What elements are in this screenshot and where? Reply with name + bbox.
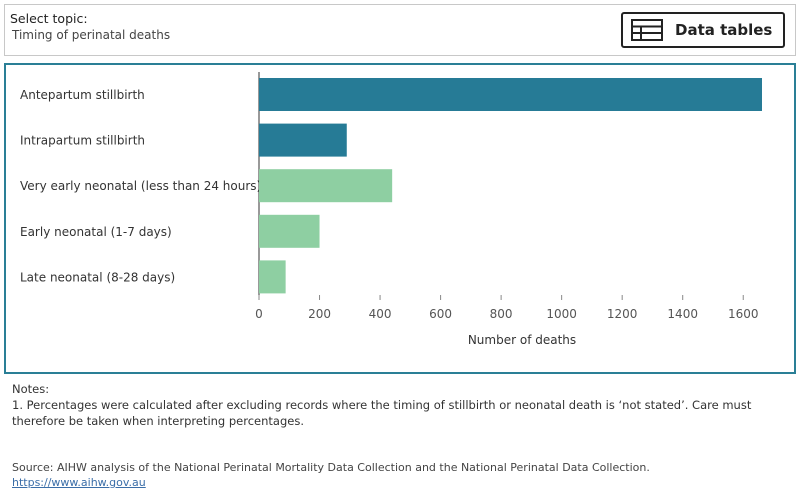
topic-value[interactable]: Timing of perinatal deaths	[12, 28, 171, 42]
source-text: Source: AIHW analysis of the National Pe…	[12, 461, 650, 474]
bar[interactable]	[259, 260, 286, 294]
bar[interactable]	[259, 169, 393, 203]
chart-frame: Antepartum stillbirth Intrapartum stillbi…	[4, 63, 796, 374]
source-link[interactable]: https://www.aihw.gov.au	[12, 476, 146, 489]
x-axis-label: Number of deaths	[468, 333, 576, 347]
notes: Notes: 1. Percentages were calculated af…	[12, 381, 792, 429]
x-tick-label: 400	[369, 307, 392, 321]
x-tick-label: 200	[308, 307, 331, 321]
x-tick-label: 800	[490, 307, 513, 321]
bar-chart: Antepartum stillbirth Intrapartum stillbi…	[20, 72, 762, 347]
data-tables-label: Data tables	[675, 21, 773, 39]
x-tick-label: 0	[255, 307, 263, 321]
bar[interactable]	[259, 78, 762, 111]
category-label: Intrapartum stillbirth	[20, 134, 145, 148]
topic-selector[interactable]: Select topic: Timing of perinatal deaths…	[4, 4, 796, 56]
source: Source: AIHW analysis of the National Pe…	[12, 460, 650, 490]
notes-title: Notes:	[12, 382, 50, 396]
x-tick-label: 600	[429, 307, 452, 321]
x-tick-label: 1400	[667, 307, 698, 321]
table-icon	[631, 19, 663, 41]
x-tick-label: 1600	[728, 307, 759, 321]
note-item: 1. Percentages were calculated after exc…	[12, 398, 752, 428]
bar[interactable]	[259, 123, 347, 157]
x-tick-label: 1200	[607, 307, 638, 321]
topic-label: Select topic:	[10, 11, 88, 26]
bar[interactable]	[259, 214, 320, 248]
category-label: Late neonatal (8-28 days)	[20, 270, 175, 284]
category-label: Early neonatal (1-7 days)	[20, 225, 172, 239]
x-tick-label: 1000	[546, 307, 577, 321]
data-tables-button[interactable]: Data tables	[621, 12, 785, 48]
category-label: Antepartum stillbirth	[20, 88, 145, 102]
category-label: Very early neonatal (less than 24 hours)	[20, 179, 261, 193]
